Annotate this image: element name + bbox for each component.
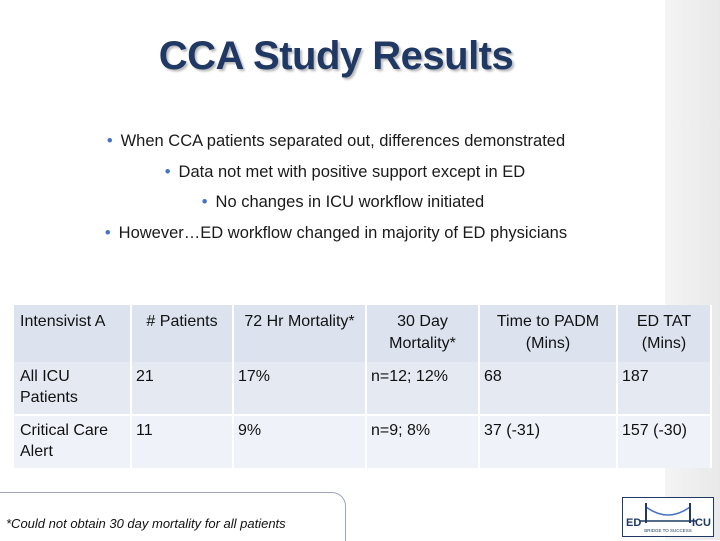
header-time-to-padm: Time to PADM (Mins) xyxy=(479,305,618,362)
cell-ed-tat: 157 (-30) xyxy=(617,415,712,468)
bullet-list: • When CCA patients separated out, differ… xyxy=(0,126,672,248)
bullet-item: • Data not met with positive support exce… xyxy=(0,157,672,188)
cell-72hr-mortality: 9% xyxy=(233,415,367,468)
cell-time-to-padm: 37 (-31) xyxy=(479,415,618,468)
cell-group: Critical Care Alert xyxy=(14,415,132,468)
bullet-text: Data not met with positive support excep… xyxy=(178,162,526,181)
header-patients: # Patients xyxy=(131,305,234,362)
header-intensivist: Intensivist A xyxy=(14,305,132,362)
cell-30day-mortality: n=9; 8% xyxy=(366,415,480,468)
cell-patients: 11 xyxy=(131,415,234,468)
cell-group: All ICU Patients xyxy=(14,362,132,416)
bullet-dot-icon: • xyxy=(164,162,171,181)
cell-ed-tat: 187 xyxy=(617,362,712,416)
slide-title: CCA Study Results xyxy=(158,34,514,78)
table-row: All ICU Patients 21 17% n=12; 12% 68 187 xyxy=(14,362,712,416)
footnote-box xyxy=(0,492,346,541)
header-ed-tat: ED TAT (Mins) xyxy=(617,305,712,362)
bullet-text: No changes in ICU workflow initiated xyxy=(215,193,485,211)
table-row: Critical Care Alert 11 9% n=9; 8% 37 (-3… xyxy=(14,415,712,468)
bullet-text: However…ED workflow changed in majority … xyxy=(118,223,568,242)
header-30day-mortality: 30 Day Mortality* xyxy=(366,305,480,362)
bullet-text: When CCA patients separated out, differe… xyxy=(120,132,566,150)
bullet-dot-icon: • xyxy=(201,193,208,211)
table-header-row: Intensivist A # Patients 72 Hr Mortality… xyxy=(14,305,712,362)
logo-left-text: ED xyxy=(626,517,641,529)
footnote: *Could not obtain 30 day mortality for a… xyxy=(6,516,286,531)
bullet-item: • No changes in ICU workflow initiated xyxy=(0,187,672,218)
header-72hr-mortality: 72 Hr Mortality* xyxy=(233,305,367,362)
results-table: Intensivist A # Patients 72 Hr Mortality… xyxy=(14,305,712,468)
cell-30day-mortality: n=12; 12% xyxy=(366,362,480,416)
ed-icu-bridge-logo: ED ICU BRIDGE TO SUCCESS xyxy=(622,497,714,537)
cell-patients: 21 xyxy=(131,362,234,416)
bullet-item: • However…ED workflow changed in majority… xyxy=(0,218,672,249)
bullet-dot-icon: • xyxy=(104,223,111,242)
bullet-dot-icon: • xyxy=(106,132,113,150)
bullet-item: • When CCA patients separated out, differ… xyxy=(0,126,672,157)
logo-right-text: ICU xyxy=(692,517,711,529)
cell-time-to-padm: 68 xyxy=(479,362,618,416)
logo-tagline: BRIDGE TO SUCCESS xyxy=(644,528,692,533)
cell-72hr-mortality: 17% xyxy=(233,362,367,416)
